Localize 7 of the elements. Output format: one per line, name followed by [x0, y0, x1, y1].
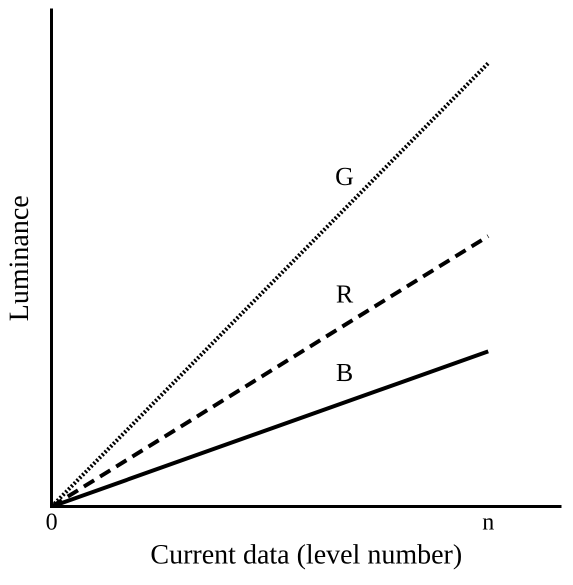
x-tick-label: 0 [46, 509, 58, 536]
x-tick-label: n [482, 509, 494, 536]
x-axis-title: Current data (level number) [150, 540, 462, 571]
series-label: B [336, 358, 354, 387]
y-axis-title: Luminance [4, 195, 36, 322]
series-label: R [336, 280, 354, 309]
series-label: G [335, 162, 354, 191]
